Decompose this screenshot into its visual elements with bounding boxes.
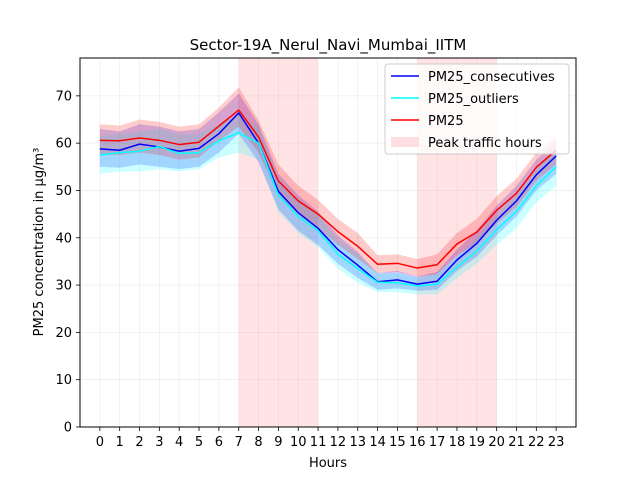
x-tick-label: 6	[215, 435, 223, 450]
y-tick-label: 30	[55, 279, 72, 294]
legend-label: PM25_outliers	[428, 92, 519, 107]
peak-traffic-band	[238, 58, 319, 427]
x-tick-label: 22	[528, 435, 545, 450]
confidence-band	[99, 87, 557, 277]
x-tick-label: 21	[508, 435, 525, 450]
y-tick-label: 0	[64, 421, 72, 436]
x-tick-label: 8	[254, 435, 262, 450]
y-axis-ticks: 0 10 20 30 40 50 60 70	[55, 89, 80, 436]
x-tick-label: 19	[469, 435, 486, 450]
y-tick-label: 20	[55, 326, 72, 341]
x-tick-label: 5	[195, 435, 203, 450]
x-axis-ticks: 0 1 2 3 4 5 6 7 8 9 10 11 12 13 14 15 16 17 18 19 20 21 22 23	[96, 427, 565, 450]
x-tick-label: 3	[155, 435, 163, 450]
confidence-band	[99, 93, 557, 291]
confidence-bands	[99, 87, 557, 295]
y-tick-label: 70	[55, 89, 72, 104]
y-tick-label: 40	[55, 231, 72, 246]
legend-label: PM25_consecutives	[428, 70, 555, 85]
x-tick-label: 20	[488, 435, 505, 450]
x-tick-label: 10	[290, 435, 307, 450]
x-tick-label: 18	[449, 435, 466, 450]
series-line	[99, 109, 557, 269]
x-tick-label: 2	[135, 435, 143, 450]
x-tick-label: 0	[96, 435, 104, 450]
series-line	[99, 112, 557, 285]
chart-title: Sector-19A_Nerul_Navi_Mumbai_IITM	[190, 36, 467, 55]
x-tick-label: 9	[274, 435, 282, 450]
x-tick-label: 7	[235, 435, 243, 450]
x-axis-label: Hours	[309, 456, 347, 471]
legend: PM25_consecutives PM25_outliers PM25 Peak t…	[384, 63, 570, 155]
legend-label: Peak traffic hours	[428, 136, 542, 151]
x-tick-label: 11	[310, 435, 327, 450]
x-tick-label: 14	[369, 435, 386, 450]
legend-label: PM25	[428, 114, 464, 129]
x-tick-label: 17	[429, 435, 446, 450]
plot-frame	[79, 57, 577, 428]
confidence-band	[99, 114, 557, 295]
y-axis-label: PM25 concentration in µg/m³	[32, 148, 47, 337]
x-tick-label: 12	[330, 435, 347, 450]
legend-swatch	[391, 137, 419, 147]
series-lines	[99, 109, 557, 287]
y-tick-label: 10	[55, 373, 72, 388]
x-tick-label: 16	[409, 435, 426, 450]
x-tick-label: 23	[548, 435, 565, 450]
x-tick-label: 13	[349, 435, 366, 450]
x-tick-label: 15	[389, 435, 406, 450]
y-tick-label: 50	[55, 184, 72, 199]
x-tick-label: 4	[175, 435, 183, 450]
series-line	[99, 132, 557, 287]
x-tick-label: 1	[116, 435, 124, 450]
y-tick-label: 60	[55, 137, 72, 152]
legend-box	[384, 63, 570, 155]
